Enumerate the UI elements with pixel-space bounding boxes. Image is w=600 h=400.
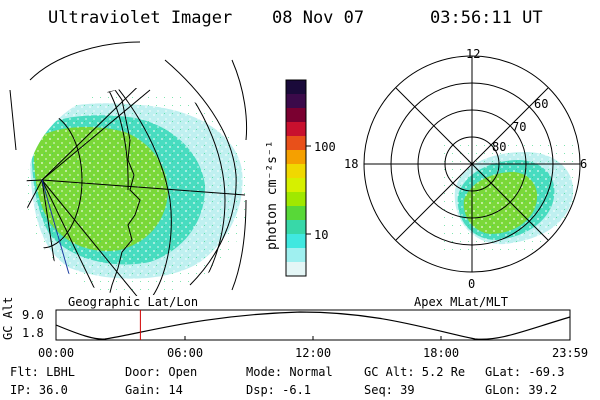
colorbar-border <box>285 79 307 277</box>
colorbar-swatch <box>286 80 306 95</box>
title: Ultraviolet Imager <box>48 8 233 28</box>
status-dsp: Dsp: -6.1 <box>246 383 312 397</box>
colorbar-swatch <box>286 206 306 221</box>
colorbar-swatch <box>286 122 306 137</box>
polar-map <box>363 55 581 273</box>
mlt-label-12: 12 <box>466 47 481 61</box>
lat-label-70: 70 <box>512 120 527 134</box>
status-mode: Mode: Normal <box>246 365 333 379</box>
geo-map <box>9 41 250 296</box>
colorbar-swatch <box>286 178 306 193</box>
lat-label-60: 60 <box>534 97 549 111</box>
colorbar-swatch <box>286 220 306 235</box>
alt-ylabel: GC Alt <box>1 296 15 340</box>
status-gain: Gain: 14 <box>125 383 183 397</box>
mlt-label-6: 6 <box>580 157 588 171</box>
status-flt: Flt: LBHL <box>10 365 76 379</box>
colorbar-swatch <box>286 94 306 109</box>
status-glon: GLon: 39.2 <box>485 383 558 397</box>
status-gcalt: GC Alt: 5.2 Re <box>364 365 466 379</box>
colorbar-swatch <box>286 136 306 151</box>
polar-map-label: Apex MLat/MLT <box>414 295 508 309</box>
date: 08 Nov 07 <box>272 8 365 28</box>
colorbar-tick-100: 100 <box>314 140 336 154</box>
alt-xtick-0600: 06:00 <box>167 346 204 360</box>
colorbar-swatch <box>286 192 306 207</box>
colorbar-swatch <box>286 108 306 123</box>
alt-plot <box>55 309 571 341</box>
alt-ytick-9: 9.0 <box>22 308 44 322</box>
alt-xtick-0000: 00:00 <box>38 346 75 360</box>
colorbar-swatch <box>286 234 306 249</box>
colorbar-label: photon cm⁻²s⁻¹ <box>265 140 280 250</box>
geo-map-label: Geographic Lat/Lon <box>68 295 199 309</box>
time: 03:56:11 UT <box>430 8 543 28</box>
colorbar-swatch <box>286 150 306 165</box>
status-door: Door: Open <box>125 365 198 379</box>
status-glat: GLat: -69.3 <box>485 365 565 379</box>
mlt-label-0: 0 <box>468 277 476 291</box>
alt-xtick-2359: 23:59 <box>552 346 589 360</box>
alt-curve <box>55 311 571 340</box>
alt-xtick-1200: 12:00 <box>295 346 332 360</box>
lat-label-80: 80 <box>492 140 507 154</box>
colorbar-swatch <box>286 262 306 277</box>
alt-xtick-1800: 18:00 <box>423 346 460 360</box>
status-ip: IP: 36.0 <box>10 383 68 397</box>
colorbar-swatch <box>286 248 306 263</box>
alt-ytick-1.8: 1.8 <box>22 326 44 340</box>
colorbar <box>285 79 311 277</box>
mlt-label-18: 18 <box>344 157 359 171</box>
status-seq: Seq: 39 <box>364 383 415 397</box>
colorbar-swatch <box>286 164 306 179</box>
colorbar-tick-10: 10 <box>314 228 329 242</box>
